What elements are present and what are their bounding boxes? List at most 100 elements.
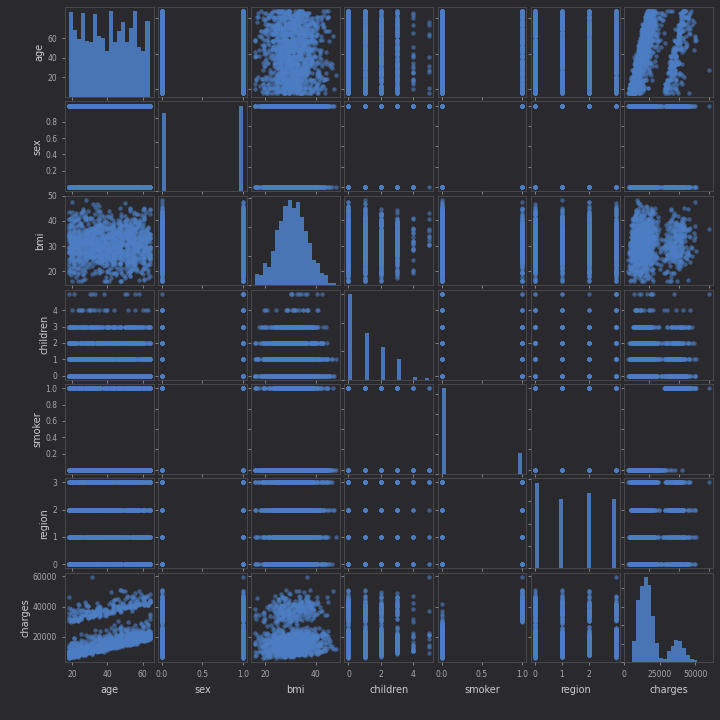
Point xyxy=(156,59,168,71)
Point xyxy=(86,477,97,488)
Point xyxy=(107,370,119,382)
Point xyxy=(678,370,689,382)
Point xyxy=(343,558,354,570)
Point xyxy=(237,382,248,394)
Point xyxy=(375,642,387,654)
Point xyxy=(86,100,97,112)
Point xyxy=(436,634,447,645)
Point xyxy=(81,531,92,543)
Point xyxy=(529,100,541,112)
Point xyxy=(343,558,354,570)
Point xyxy=(629,87,640,99)
Point xyxy=(117,247,129,258)
Point xyxy=(583,267,595,279)
Point xyxy=(610,53,621,65)
Point xyxy=(529,181,541,193)
Point xyxy=(308,599,320,611)
Point xyxy=(156,464,168,476)
Point xyxy=(237,23,248,35)
Point xyxy=(436,477,447,488)
Point xyxy=(436,370,447,382)
Point xyxy=(436,558,447,570)
Point xyxy=(343,382,354,394)
Point xyxy=(436,354,447,365)
Point xyxy=(237,382,248,394)
Point xyxy=(556,382,567,394)
Point xyxy=(132,504,143,516)
Point xyxy=(375,100,387,112)
Point xyxy=(436,636,447,647)
Point xyxy=(237,370,248,382)
Point xyxy=(375,627,387,639)
Point xyxy=(375,643,387,654)
Point xyxy=(529,71,541,83)
Point xyxy=(516,591,528,603)
Point xyxy=(436,504,447,516)
Point xyxy=(668,354,680,365)
Point xyxy=(647,370,658,382)
Point xyxy=(237,464,248,476)
Point xyxy=(126,464,138,476)
Point xyxy=(556,370,567,382)
Point xyxy=(343,634,354,646)
Point xyxy=(624,86,636,97)
Point xyxy=(343,632,354,644)
Point xyxy=(375,100,387,112)
Point xyxy=(156,248,168,259)
Point xyxy=(343,250,354,261)
Point xyxy=(343,55,354,67)
Point xyxy=(280,477,292,488)
Point xyxy=(436,181,447,193)
Point xyxy=(436,636,447,647)
Point xyxy=(632,100,644,112)
Point xyxy=(634,370,645,382)
Point xyxy=(667,504,678,516)
Point xyxy=(142,230,153,242)
Point xyxy=(436,234,447,246)
Point xyxy=(156,382,168,394)
Point xyxy=(436,477,447,488)
Point xyxy=(300,646,312,657)
Point xyxy=(641,370,652,382)
Point xyxy=(556,100,567,112)
Point xyxy=(632,197,644,209)
Point xyxy=(292,370,303,382)
Point xyxy=(683,13,694,24)
Point xyxy=(286,354,297,365)
Point xyxy=(293,464,305,476)
Point xyxy=(292,504,304,516)
Point xyxy=(317,288,328,300)
Point xyxy=(556,181,567,193)
Point xyxy=(436,477,447,488)
Point xyxy=(375,64,387,76)
Point xyxy=(292,602,303,613)
Point xyxy=(294,181,305,193)
Point xyxy=(610,464,621,476)
Point xyxy=(529,382,541,394)
Point xyxy=(436,370,447,382)
Point xyxy=(278,638,289,649)
Point xyxy=(343,252,354,264)
Point xyxy=(287,477,298,488)
Point xyxy=(436,181,447,193)
Point xyxy=(529,181,541,193)
Point xyxy=(142,630,153,642)
Point xyxy=(529,100,541,112)
Point xyxy=(610,212,621,223)
Point xyxy=(237,504,248,516)
Point xyxy=(237,464,248,476)
Point xyxy=(375,382,387,394)
Point xyxy=(516,246,528,257)
Point xyxy=(130,531,141,543)
Point xyxy=(156,464,168,476)
Point xyxy=(375,558,387,570)
Point xyxy=(556,50,567,61)
Point xyxy=(98,215,109,227)
Point xyxy=(436,100,447,112)
Point xyxy=(343,181,354,193)
Point xyxy=(156,646,168,657)
Point xyxy=(436,181,447,193)
Point xyxy=(156,629,168,640)
Point xyxy=(274,464,285,476)
Point xyxy=(529,181,541,193)
